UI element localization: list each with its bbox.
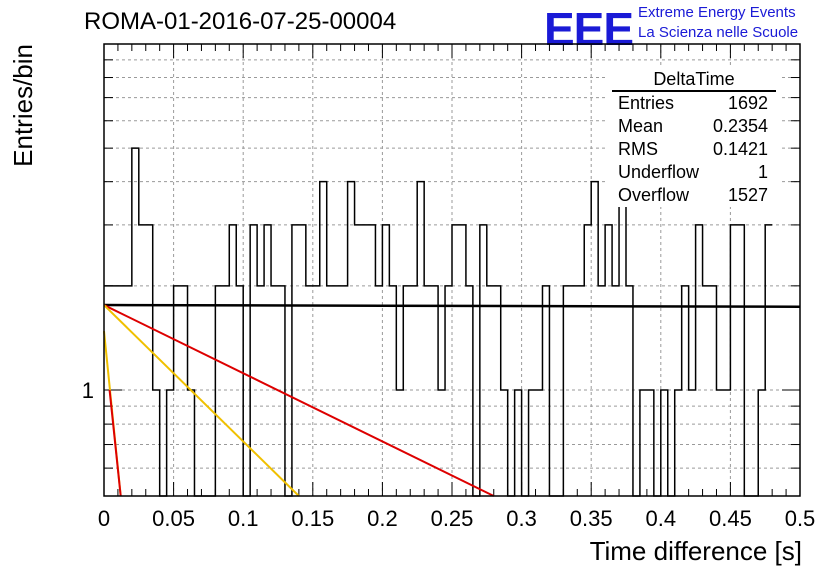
logo-subtitle-1: Extreme Energy Events <box>638 4 796 21</box>
stats-row-mean: Mean 0.2354 <box>608 115 780 138</box>
x-tick-label: 0.25 <box>431 506 474 531</box>
stats-label: Entries <box>618 93 675 113</box>
stats-row-rms: RMS 0.1421 <box>608 138 780 161</box>
x-tick-label: 0.4 <box>646 506 677 531</box>
x-tick-label: 0.5 <box>785 506 816 531</box>
stats-label: Mean <box>618 116 664 136</box>
y-tick-label: 1 <box>82 378 94 403</box>
y-axis-label: Entries/bin <box>8 44 38 167</box>
x-tick-label: 0.3 <box>506 506 537 531</box>
stats-title: DeltaTime <box>612 68 776 92</box>
stats-label: RMS <box>618 139 658 159</box>
stats-row-underflow: Underflow 1 <box>608 161 780 184</box>
stats-value: 0.2354 <box>712 116 768 136</box>
stats-label: Overflow <box>618 185 690 205</box>
fit-line <box>108 389 122 497</box>
stats-value: 1692 <box>727 93 768 113</box>
stats-box: DeltaTime Entries 1692 Mean 0.2354 RMS 0… <box>608 68 780 207</box>
logo-subtitle-2: La Scienza nelle Scuole <box>638 24 799 41</box>
x-tick-label: 0.35 <box>570 506 613 531</box>
fit-line <box>103 304 300 497</box>
stats-value: 0.1421 <box>712 139 768 159</box>
fit-line <box>103 304 495 497</box>
histogram-bins <box>104 147 773 497</box>
x-tick-label: 0.05 <box>152 506 195 531</box>
stats-row-overflow: Overflow 1527 <box>608 184 780 207</box>
stats-value: 1527 <box>727 185 768 205</box>
x-tick-label: 0.1 <box>228 506 259 531</box>
x-tick-label: 0.45 <box>709 506 752 531</box>
x-tick-label: 0.15 <box>291 506 334 531</box>
fit-line <box>103 303 801 309</box>
stats-label: Underflow <box>618 162 700 182</box>
x-tick-label: 0.2 <box>367 506 398 531</box>
stats-row-entries: Entries 1692 <box>608 92 780 115</box>
plot-frame <box>103 43 801 497</box>
chart-title: ROMA-01-2016-07-25-00004 <box>84 8 397 35</box>
x-tick-label: 0 <box>98 506 110 531</box>
x-axis-label: Time difference [s] <box>590 536 802 566</box>
stats-value: 1 <box>757 162 768 182</box>
